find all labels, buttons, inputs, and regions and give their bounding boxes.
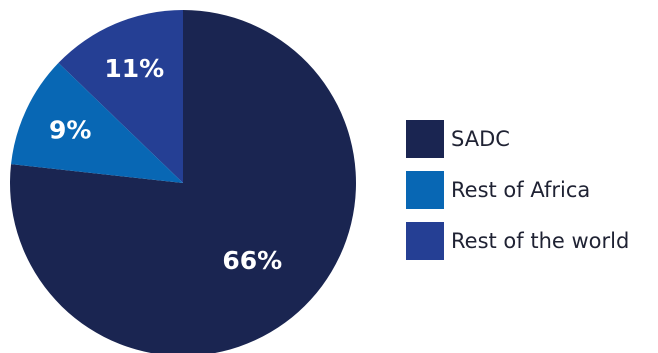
slice-label-rest-of-africa: 9%	[49, 116, 91, 145]
legend-item-rest-of-world: Rest of the world	[406, 222, 629, 260]
legend-label-rest-of-world: Rest of the world	[451, 229, 630, 253]
legend-label-rest-of-africa: Rest of Africa	[451, 178, 591, 202]
legend-swatch-sadc	[406, 120, 444, 158]
legend-swatch-rest-of-world	[406, 222, 444, 260]
pie-slice-rest-of-the-world	[58, 10, 184, 183]
legend-item-sadc: SADC	[406, 120, 629, 158]
slice-label-sadc: 66%	[222, 246, 282, 275]
pie-slice-sadc	[10, 10, 356, 353]
pie-slice-rest-of-africa	[11, 62, 184, 183]
slice-label-rest-of-the-world: 11%	[104, 54, 164, 83]
legend-item-rest-of-africa: Rest of Africa	[406, 171, 629, 209]
legend-swatch-rest-of-africa	[406, 171, 444, 209]
legend-label-sadc: SADC	[451, 127, 510, 151]
pie-chart: 66% 11% 9%	[10, 10, 356, 353]
legend: SADC Rest of Africa Rest of the world	[406, 120, 629, 273]
